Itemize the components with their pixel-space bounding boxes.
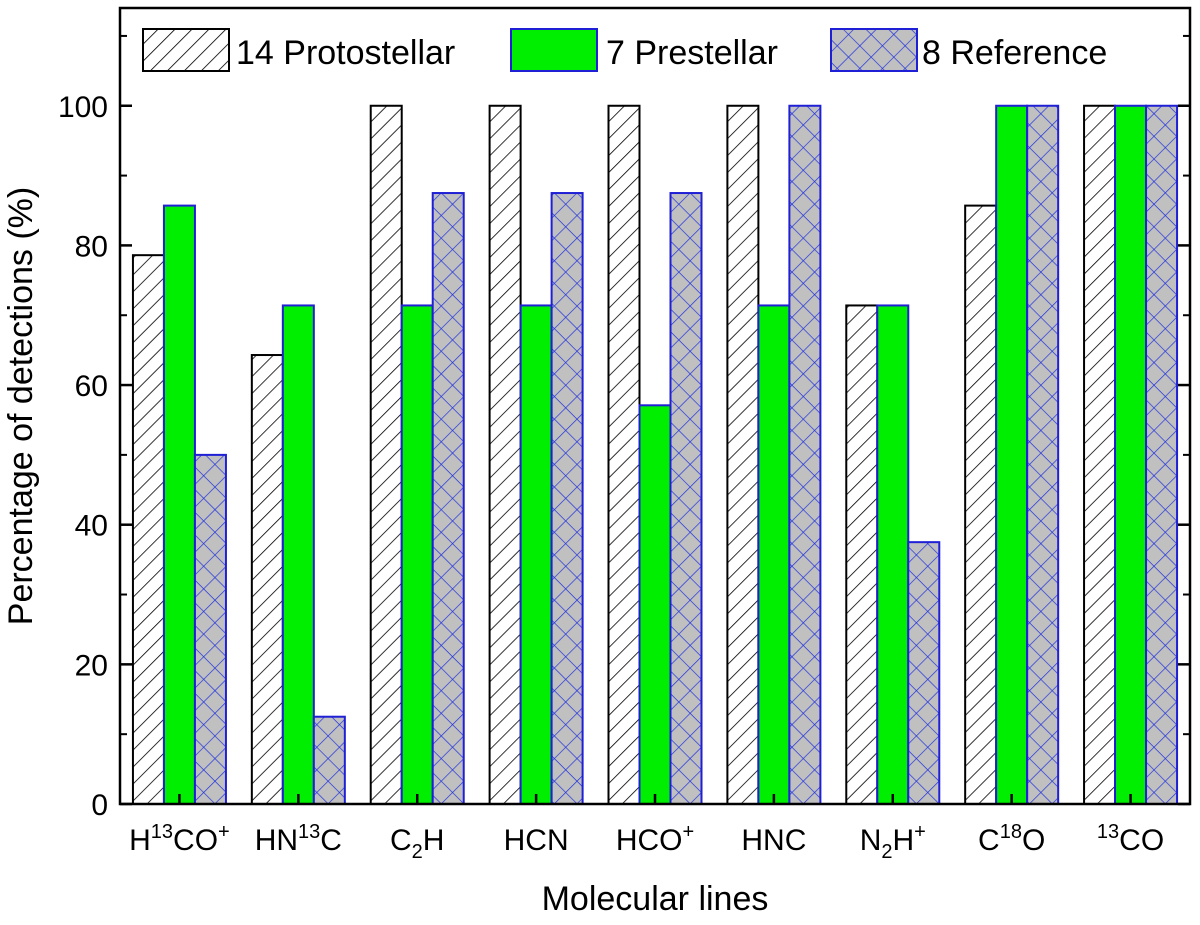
bar-13CO-2 bbox=[1145, 104, 1179, 805]
legend-swatch bbox=[510, 28, 598, 72]
x-tick-label: N2H+ bbox=[860, 821, 926, 863]
bar-H13CO+-2 bbox=[193, 453, 227, 805]
legend-swatch bbox=[830, 28, 918, 72]
legend: 14 Protostellar 7 Prestellar 8 Reference bbox=[142, 28, 1107, 72]
x-tick-label: C2H bbox=[390, 824, 444, 863]
bar-C2H-1 bbox=[400, 304, 434, 805]
x-axis: H13CO+ HN13C C2H HCN HCO+ HNC N2H+ C18O 13CO bbox=[129, 794, 1164, 863]
y-tick-label: 20 bbox=[75, 649, 108, 682]
x-axis-label: Molecular lines bbox=[542, 880, 769, 918]
x-tick-label: HCN bbox=[504, 824, 569, 857]
y-axis: 0 20 40 60 80 100 bbox=[58, 34, 1190, 822]
bar-HCO+-0 bbox=[607, 104, 641, 805]
bar-C18O-1 bbox=[995, 104, 1029, 805]
bar-C2H-2 bbox=[431, 192, 465, 805]
y-axis-label: Percentage of detections (%) bbox=[2, 187, 40, 625]
bar-HCN-2 bbox=[550, 192, 584, 805]
bar-HN13C-1 bbox=[281, 304, 315, 805]
bar-HNC-0 bbox=[726, 104, 760, 805]
y-tick-label: 60 bbox=[75, 370, 108, 403]
y-tick-label: 0 bbox=[91, 789, 108, 822]
x-tick-label: H13CO+ bbox=[129, 821, 230, 857]
legend-label: 7 Prestellar bbox=[606, 34, 778, 72]
bar-H13CO+-0 bbox=[131, 254, 165, 805]
bar-HN13C-0 bbox=[250, 354, 284, 805]
x-tick-label: HCO+ bbox=[616, 821, 694, 857]
bars-layer bbox=[131, 104, 1179, 805]
bar-HCN-1 bbox=[519, 304, 553, 805]
bar-N2H+-1 bbox=[876, 304, 910, 805]
legend-label: 8 Reference bbox=[922, 34, 1107, 72]
bar-N2H+-0 bbox=[845, 304, 879, 805]
bar-H13CO+-1 bbox=[162, 204, 196, 805]
bar-C2H-0 bbox=[369, 104, 403, 805]
bar-HCO+-2 bbox=[669, 192, 703, 805]
bar-HN13C-2 bbox=[312, 715, 346, 805]
bar-C18O-2 bbox=[1026, 104, 1060, 805]
x-tick-label: HNC bbox=[741, 824, 806, 857]
x-tick-label: HN13C bbox=[255, 821, 342, 857]
y-tick-label: 100 bbox=[58, 91, 108, 124]
x-tick-label: 13CO bbox=[1097, 821, 1164, 857]
y-tick-label: 80 bbox=[75, 230, 108, 263]
bar-HCO+-1 bbox=[638, 404, 672, 805]
bar-13CO-0 bbox=[1083, 104, 1117, 805]
bar-13CO-1 bbox=[1114, 104, 1148, 805]
bar-N2H+-2 bbox=[907, 541, 941, 805]
bar-HNC-2 bbox=[788, 104, 822, 805]
x-tick-label: C18O bbox=[978, 821, 1045, 857]
bar-HCN-0 bbox=[488, 104, 522, 805]
bar-HNC-1 bbox=[757, 304, 791, 805]
legend-swatch bbox=[142, 28, 230, 72]
legend-label: 14 Protostellar bbox=[236, 34, 455, 72]
y-tick-label: 40 bbox=[75, 510, 108, 543]
bar-C18O-0 bbox=[964, 204, 998, 805]
